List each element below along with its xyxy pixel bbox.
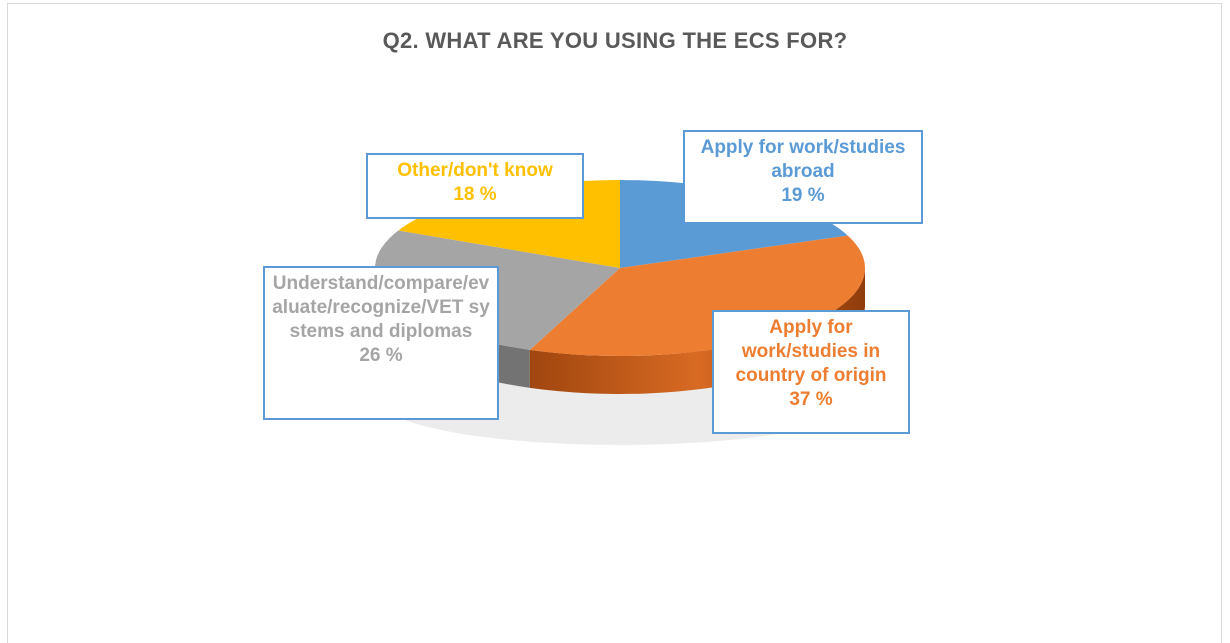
- slice-label-value: 26 %: [359, 345, 403, 366]
- slice-label-text: Apply for work/studies abroad: [700, 137, 906, 182]
- slice-label-understand: Understand/compare/evaluate/recognize/VE…: [263, 266, 499, 420]
- slice-label-text: Other/don't know: [397, 160, 553, 181]
- slice-label-text: Understand/compare/evaluate/recognize/VE…: [272, 273, 490, 342]
- slice-label-value: 37 %: [789, 389, 833, 410]
- slice-label-text: Apply for work/studies in country of ori…: [735, 317, 887, 386]
- chart-title: Q2. WHAT ARE YOU USING THE ECS FOR?: [382, 28, 848, 53]
- slice-label-value: 18 %: [453, 184, 497, 205]
- slice-label-other: Other/don't know 18 %: [366, 153, 584, 219]
- slice-label-origin: Apply for work/studies in country of ori…: [712, 310, 910, 434]
- pie-slice-abroad: [620, 180, 848, 268]
- slice-label-value: 19 %: [781, 185, 825, 206]
- slice-label-abroad: Apply for work/studies abroad 19 %: [683, 130, 923, 224]
